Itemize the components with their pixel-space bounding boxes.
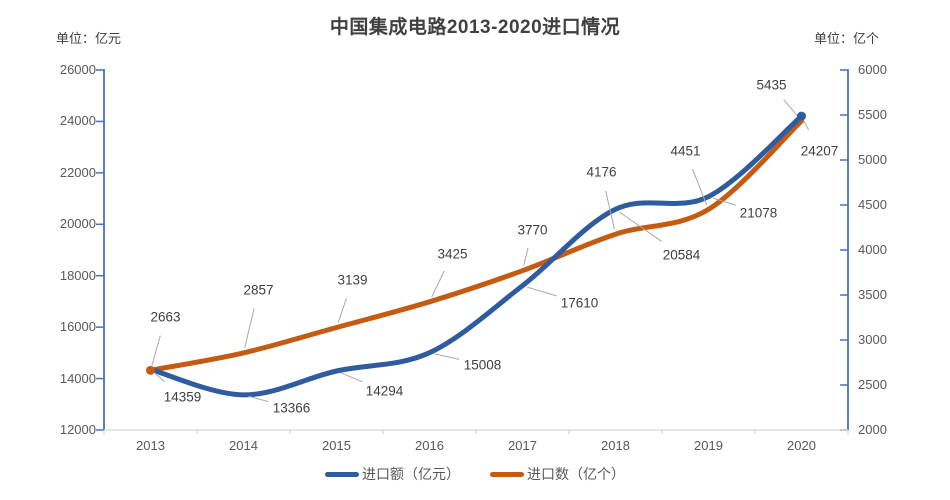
import-quantity-label-leader-line (337, 298, 347, 323)
legend-item-import-quantity: 进口数（亿个） (490, 464, 625, 484)
import-quantity-data-label: 3770 (517, 222, 548, 238)
import-quantity-label-leader-line (523, 248, 529, 266)
import-value-data-label: 20584 (662, 247, 701, 263)
chart-legend: 进口额（亿元） 进口数（亿个） (0, 464, 950, 484)
import-value-label-leader-line (434, 353, 460, 360)
left-axis-tick-label: 20000 (59, 216, 96, 232)
x-axis-category-label: 2016 (415, 438, 444, 453)
import-quantity-label-leader-line (431, 270, 445, 298)
right-axis-tick-label: 2500 (858, 377, 887, 392)
right-axis-tick-label: 6000 (858, 62, 887, 77)
x-axis-category-label: 2019 (694, 438, 723, 453)
import-quantity-data-label: 2663 (150, 309, 181, 325)
import-quantity-label-leader-line (783, 99, 799, 118)
right-axis-unit-label: 单位：亿个 (814, 31, 880, 46)
import-value-legend-swatch (325, 471, 359, 477)
left-axis-tick-label: 16000 (59, 319, 96, 335)
left-axis-tick-label: 12000 (59, 422, 96, 437)
left-axis-tick-label: 18000 (59, 267, 96, 283)
left-axis-tick-label: 24000 (59, 113, 96, 129)
import-value-data-label: 15008 (463, 357, 502, 373)
import-value-label-leader-line (713, 197, 736, 206)
x-axis-category-label: 2018 (601, 438, 630, 453)
left-axis-tick-label: 22000 (59, 164, 96, 180)
import-value-data-label: 14359 (163, 389, 202, 405)
x-axis-category-label: 2020 (787, 438, 816, 453)
import-quantity-data-label: 3425 (437, 246, 468, 262)
right-axis-tick-label: 3000 (858, 332, 887, 347)
import-value-legend-label: 进口额（亿元） (362, 466, 460, 482)
import-value-data-label: 24207 (800, 143, 839, 159)
x-axis-category-label: 2015 (322, 438, 351, 453)
import-value-data-label: 21078 (739, 205, 778, 221)
right-axis-tick-label: 2000 (858, 422, 887, 437)
import-value-data-label: 13366 (272, 400, 311, 416)
import-quantity-data-label: 4451 (670, 143, 701, 159)
x-axis-category-label: 2017 (508, 438, 537, 453)
import-quantity-data-label: 4176 (586, 164, 617, 180)
import-value-label-leader-line (619, 211, 663, 242)
import-value-label-leader-line (340, 372, 363, 383)
import-quantity-data-label: 5435 (756, 77, 787, 93)
import-quantity-label-leader-line (151, 335, 161, 366)
chart-title: 中国集成电路2013-2020进口情况 (329, 17, 621, 38)
import-quantity-point-marker (146, 365, 155, 375)
import-quantity-legend-swatch (490, 471, 524, 477)
import-value-label-leader-line (248, 395, 269, 403)
import-quantity-data-label: 2857 (243, 282, 274, 298)
legend-item-import-value: 进口额（亿元） (325, 464, 460, 484)
right-axis-tick-label: 3500 (858, 287, 887, 302)
import-value-data-label: 14294 (365, 383, 404, 399)
left-axis-tick-label: 26000 (59, 62, 96, 77)
import-quantity-label-leader-line (244, 308, 255, 349)
right-axis-tick-label: 5000 (858, 152, 887, 167)
left-axis-unit-label: 单位：亿元 (56, 31, 122, 46)
left-axis-tick-label: 14000 (59, 370, 96, 386)
import-quantity-label-leader-line (692, 168, 708, 205)
right-axis-tick-label: 4500 (858, 197, 887, 212)
x-axis-category-label: 2013 (136, 438, 165, 453)
right-axis-tick-label: 4000 (858, 242, 887, 257)
import-quantity-line (148, 118, 804, 373)
x-axis-category-label: 2014 (229, 438, 258, 453)
import-value-line (148, 113, 804, 398)
import-quantity-data-label: 3139 (337, 272, 368, 288)
import-value-label-leader-line (803, 120, 809, 130)
import-value-data-label: 17610 (560, 295, 599, 311)
right-axis-tick-label: 5500 (858, 107, 887, 122)
import-value-label-leader-line (527, 286, 557, 297)
import-value-point-marker (797, 111, 806, 121)
import-value-label-leader-line (153, 372, 165, 382)
import-quantity-label-leader-line (605, 190, 615, 230)
import-quantity-legend-label: 进口数（亿个） (527, 466, 625, 482)
